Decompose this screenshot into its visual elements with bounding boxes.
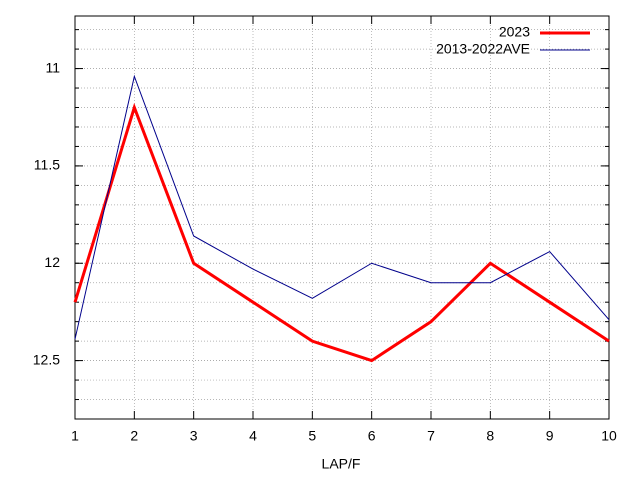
x-tick-label: 1	[71, 428, 79, 444]
y-tick-label: 11	[45, 59, 60, 75]
y-tick-label: 12.5	[33, 351, 60, 367]
series-line	[73, 102, 610, 363]
x-tick-label: 10	[601, 428, 617, 444]
legend-label: 2023	[499, 24, 530, 40]
x-tick-label: 5	[308, 428, 316, 444]
x-tick-label: 3	[190, 428, 198, 444]
y-tick-label: 11.5	[34, 157, 60, 173]
plot-frame	[74, 15, 610, 420]
x-tick-label: 4	[249, 428, 257, 444]
x-tick-label: 7	[427, 428, 435, 444]
x-tick-label: 6	[368, 428, 376, 444]
x-tick-label: 2	[130, 428, 138, 444]
legend-label: 2013-2022AVE	[436, 41, 530, 57]
x-axis-label: LAP/F	[322, 456, 361, 472]
x-tick-label: 9	[546, 428, 554, 444]
series-line	[74, 74, 610, 340]
x-tick-label: 8	[486, 428, 494, 444]
y-tick-label: 12	[44, 254, 60, 270]
